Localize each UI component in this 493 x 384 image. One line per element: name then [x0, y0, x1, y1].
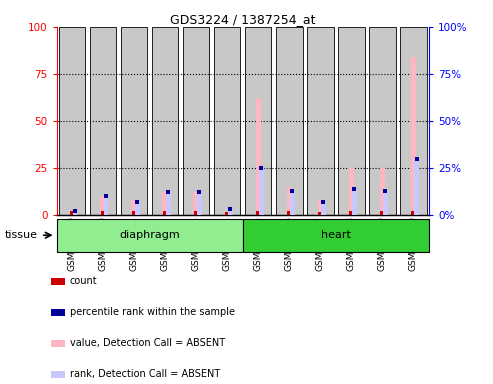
Point	[319, 199, 327, 205]
Point	[410, 210, 418, 216]
Bar	[101, 196, 106, 215]
Point	[379, 210, 387, 216]
Bar	[183, 27, 210, 215]
Bar	[352, 189, 356, 215]
Point	[71, 208, 79, 214]
Title: GDS3224 / 1387254_at: GDS3224 / 1387254_at	[170, 13, 316, 26]
Point	[223, 211, 231, 217]
Bar	[104, 196, 108, 215]
Bar	[59, 27, 85, 215]
Bar	[90, 27, 116, 215]
Bar	[384, 190, 387, 215]
Bar	[400, 27, 426, 215]
Bar	[166, 192, 171, 215]
Point	[68, 210, 76, 216]
Point	[195, 189, 203, 195]
Text: heart: heart	[321, 230, 351, 240]
Point	[382, 187, 389, 194]
Bar	[338, 27, 364, 215]
Bar	[307, 27, 334, 215]
Point	[254, 210, 262, 216]
Bar	[255, 98, 261, 215]
Bar	[135, 202, 140, 215]
Bar	[132, 200, 137, 215]
Point	[413, 156, 421, 162]
Bar	[321, 202, 325, 215]
Bar	[243, 219, 429, 252]
Text: percentile rank within the sample: percentile rank within the sample	[70, 307, 235, 317]
Text: tissue: tissue	[5, 230, 38, 240]
Point	[257, 165, 265, 171]
Point	[226, 206, 234, 212]
Bar	[70, 211, 75, 215]
Point	[99, 210, 107, 216]
Bar	[369, 27, 395, 215]
Bar	[73, 211, 77, 215]
Point	[317, 211, 324, 217]
Point	[130, 210, 138, 216]
Bar	[228, 207, 233, 215]
Bar	[51, 340, 65, 347]
Bar	[51, 309, 65, 316]
Point	[161, 210, 169, 216]
Bar	[259, 168, 264, 215]
Bar	[51, 371, 65, 378]
Bar	[286, 187, 292, 215]
Point	[285, 210, 293, 216]
Bar	[411, 57, 416, 215]
Point	[288, 187, 296, 194]
Point	[103, 193, 110, 199]
Bar	[276, 27, 303, 215]
Bar	[214, 27, 241, 215]
Point	[348, 210, 355, 216]
Point	[192, 210, 200, 216]
Bar	[57, 219, 243, 252]
Bar	[197, 192, 202, 215]
Text: rank, Detection Call = ABSENT: rank, Detection Call = ABSENT	[70, 369, 220, 379]
Bar	[193, 192, 199, 215]
Text: value, Detection Call = ABSENT: value, Detection Call = ABSENT	[70, 338, 225, 348]
Bar	[414, 159, 419, 215]
Point	[165, 189, 173, 195]
Bar	[349, 168, 354, 215]
Bar	[224, 212, 230, 215]
Bar	[152, 27, 178, 215]
Point	[134, 199, 141, 205]
Bar	[245, 27, 272, 215]
Point	[351, 185, 358, 192]
Bar	[51, 278, 65, 285]
Text: diaphragm: diaphragm	[119, 230, 180, 240]
Bar	[380, 168, 385, 215]
Bar	[317, 200, 323, 215]
Bar	[163, 192, 168, 215]
Text: count: count	[70, 276, 98, 286]
Bar	[121, 27, 147, 215]
Bar	[290, 190, 295, 215]
